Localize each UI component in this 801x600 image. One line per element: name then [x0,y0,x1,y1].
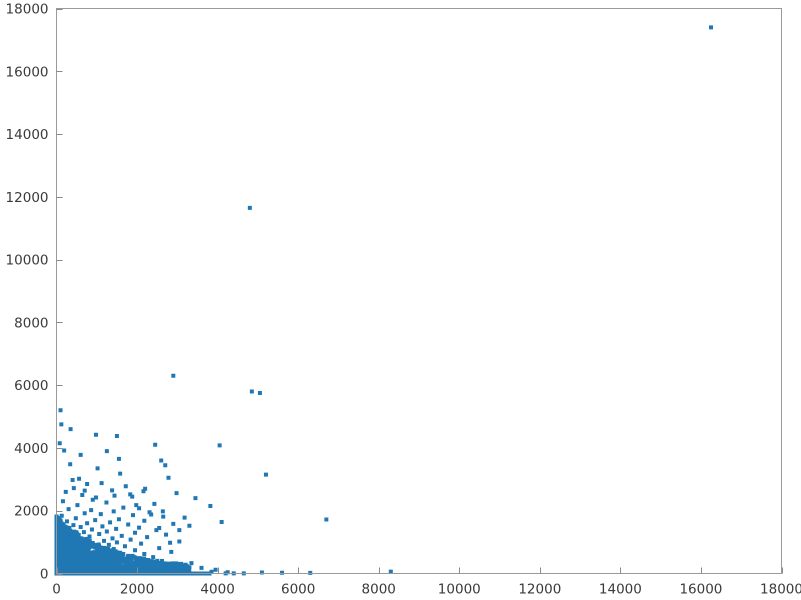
y-tick-label: 18000 [6,2,49,18]
dense-cluster [54,514,192,576]
y-tick-label: 8000 [14,315,48,331]
x-axis-tick-labels: 0 2000 4000 6000 8000 10000 12000 14000 16000 180… [52,582,801,598]
x-tick-label: 18000 [760,582,801,598]
y-axis-ticks [56,8,63,576]
x-tick-label: 12000 [518,582,561,598]
x-tick-label: 8000 [362,582,396,598]
y-tick-label: 14000 [6,127,49,143]
data-markers [54,25,714,576]
x-tick-label: 6000 [281,582,315,598]
y-tick-label: 6000 [14,378,48,394]
y-tick-label: 4000 [14,441,48,457]
x-axis-ticks [56,567,784,574]
y-tick-label: 10000 [6,253,49,269]
y-tick-label: 0 [40,567,49,583]
x-tick-label: 2000 [120,582,154,598]
x-tick-label: 4000 [200,582,234,598]
x-tick-label: 10000 [438,582,481,598]
y-tick-label: 12000 [6,190,49,206]
dense-cluster-points [54,514,192,576]
y-tick-label: 16000 [6,64,49,80]
x-tick-label: 0 [52,582,61,598]
x-tick-label: 14000 [599,582,642,598]
y-tick-label: 2000 [14,504,48,520]
y-axis-tick-labels: 0 2000 4000 6000 8000 10000 12000 14000 16000 180… [6,2,49,583]
x-tick-label: 16000 [679,582,722,598]
